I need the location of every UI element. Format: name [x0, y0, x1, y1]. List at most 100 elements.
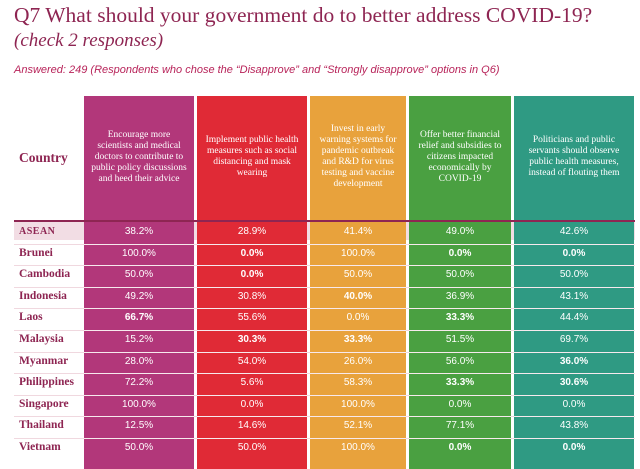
cell-philippines-2: 5.6% [240, 377, 264, 389]
row-separator [14, 286, 635, 288]
cell-separator [409, 416, 511, 418]
cell-separator [409, 330, 511, 331]
cell-singapore-1: 100.0% [122, 398, 156, 410]
cell-separator [84, 394, 194, 396]
column-background-1 [84, 96, 194, 469]
cell-separator [310, 351, 406, 353]
cell-separator [310, 373, 406, 375]
cell-separator [84, 351, 194, 353]
cell-vietnam-4: 0.0% [448, 442, 472, 453]
cell-asean-5: 42.6% [559, 226, 589, 237]
cell-indonesia-4: 36.9% [445, 290, 475, 302]
cell-malaysia-5: 69.7% [559, 334, 589, 345]
cell-indonesia-1: 49.2% [124, 290, 154, 302]
cell-separator [84, 308, 194, 310]
cell-separator [197, 265, 307, 267]
cell-laos-1: 66.7% [124, 312, 154, 324]
column-header-3: Invest in early warning systems for pand… [319, 124, 397, 189]
cell-separator [514, 286, 634, 288]
cell-asean-4: 49.0% [445, 226, 475, 237]
cell-separator [84, 243, 194, 245]
cell-indonesia-2: 30.8% [237, 290, 267, 302]
cell-philippines-4: 33.3% [445, 377, 475, 389]
cell-cambodia-3: 50.0% [343, 269, 373, 281]
cell-separator [514, 308, 634, 310]
row-label-thailand: Thailand [19, 419, 64, 432]
cell-thailand-3: 52.1% [343, 420, 373, 432]
row-label-singapore: Singapore [19, 397, 69, 410]
cell-singapore-2: 0.0% [240, 398, 264, 410]
cell-laos-5: 44.4% [559, 312, 589, 324]
row-separator [14, 416, 635, 418]
row-separator [14, 308, 635, 310]
cell-separator [514, 265, 634, 267]
cell-separator [84, 438, 194, 439]
cell-separator [409, 394, 511, 396]
cell-singapore-5: 0.0% [562, 398, 586, 410]
cell-separator [409, 373, 511, 375]
column-background-2 [197, 96, 307, 469]
row-separator [14, 243, 635, 245]
cell-singapore-4: 0.0% [448, 398, 472, 410]
page-title: Q7 What should your government do to bet… [14, 3, 593, 27]
cell-thailand-1: 12.5% [124, 420, 154, 432]
cell-separator [310, 416, 406, 418]
cell-separator [197, 330, 307, 331]
cell-malaysia-4: 51.5% [445, 334, 475, 345]
cell-separator [409, 286, 511, 288]
country-column-header: Country [19, 150, 68, 165]
cell-myanmar-3: 26.0% [343, 355, 373, 367]
cell-separator [310, 438, 406, 439]
cell-brunei-3: 100.0% [341, 247, 375, 259]
cell-singapore-3: 100.0% [341, 398, 375, 410]
column-background-5 [514, 96, 634, 469]
cell-separator [84, 330, 194, 331]
cell-separator [84, 265, 194, 267]
row-label-brunei: Brunei [19, 246, 53, 259]
cell-separator [514, 394, 634, 396]
cell-separator [84, 416, 194, 418]
cell-separator [84, 373, 194, 375]
cell-philippines-3: 58.3% [343, 377, 373, 389]
cell-separator [84, 286, 194, 288]
cell-brunei-2: 0.0% [240, 247, 264, 259]
column-header-5: Politicians and public servants should o… [528, 135, 620, 178]
cell-separator [310, 330, 406, 331]
cell-myanmar-1: 28.0% [124, 355, 154, 367]
cell-separator [310, 265, 406, 267]
row-label-cambodia: Cambodia [19, 268, 71, 281]
cell-vietnam-1: 50.0% [124, 442, 154, 453]
column-header-2: Implement public health measures such as… [205, 135, 299, 178]
column-header-4: Offer better financial relief and subsid… [418, 129, 502, 184]
cell-separator [514, 438, 634, 439]
cell-cambodia-5: 50.0% [559, 269, 589, 281]
cell-separator [197, 243, 307, 245]
column-background-3 [310, 96, 406, 469]
cell-cambodia-4: 50.0% [445, 269, 475, 281]
cell-indonesia-3: 40.0% [343, 290, 373, 302]
row-separator [14, 438, 635, 439]
row-label-laos: Laos [19, 311, 43, 324]
cell-vietnam-5: 0.0% [562, 442, 586, 453]
cell-separator [514, 416, 634, 418]
cell-separator [514, 330, 634, 331]
cell-cambodia-1: 50.0% [124, 269, 154, 281]
cell-indonesia-5: 43.1% [559, 290, 589, 302]
cell-separator [409, 351, 511, 353]
cell-separator [409, 308, 511, 310]
row-label-asean: ASEAN [19, 226, 56, 237]
cell-thailand-2: 14.6% [237, 420, 267, 432]
cell-separator [197, 286, 307, 288]
cell-separator [197, 351, 307, 353]
cell-separator [409, 265, 511, 267]
answered-note: Answered: 249 (Respondents who chose the… [14, 64, 500, 76]
cell-laos-3: 0.0% [346, 312, 370, 324]
cell-myanmar-5: 36.0% [559, 355, 589, 367]
cell-asean-1: 38.2% [124, 226, 154, 237]
cell-separator [409, 438, 511, 439]
cell-brunei-4: 0.0% [448, 247, 472, 259]
row-label-myanmar: Myanmar [19, 354, 69, 367]
cell-separator [514, 373, 634, 375]
cell-separator [197, 373, 307, 375]
cell-separator [310, 308, 406, 310]
